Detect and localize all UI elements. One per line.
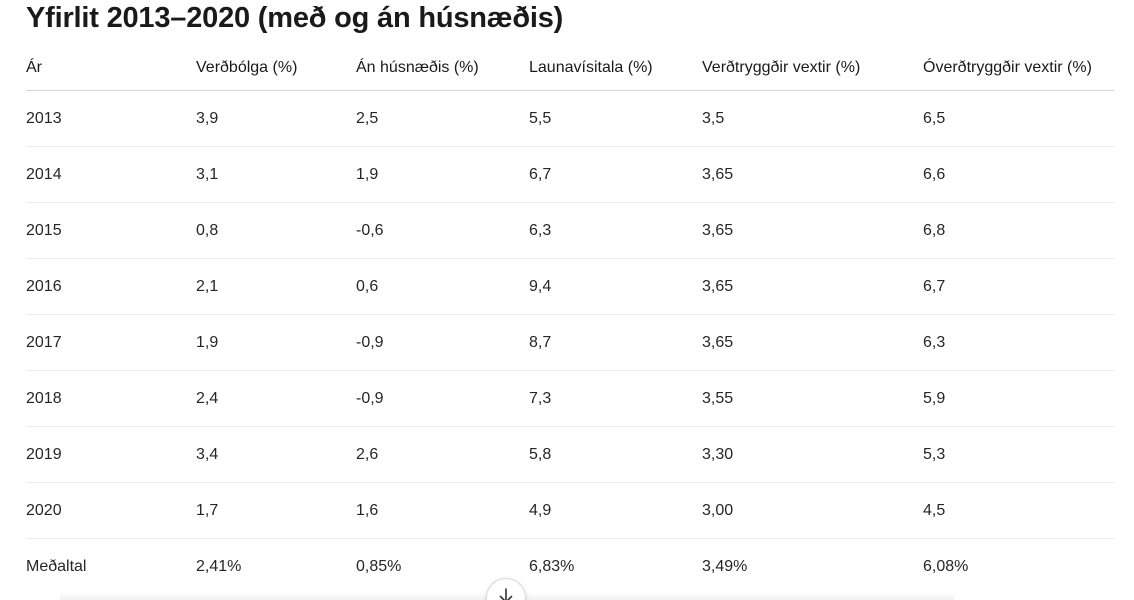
table-row: 2015 0,8 -0,6 6,3 3,65 6,8 bbox=[26, 202, 1114, 259]
table-cell: 6,3 bbox=[923, 314, 1114, 371]
table-cell: 1,7 bbox=[196, 482, 356, 539]
table-row-average: Meðaltal 2,41% 0,85% 6,83% 3,49% 6,08% bbox=[26, 539, 1114, 595]
table-cell: 6,7 bbox=[923, 258, 1114, 315]
table-cell: 2016 bbox=[26, 258, 196, 315]
table-cell: 3,4 bbox=[196, 426, 356, 483]
table-cell: 6,8 bbox=[923, 202, 1114, 259]
column-header-without-housing: Án húsnæðis (%) bbox=[356, 46, 529, 91]
table-cell: 3,65 bbox=[702, 258, 923, 315]
table-cell: 3,65 bbox=[702, 202, 923, 259]
table-cell: 3,49% bbox=[702, 557, 748, 575]
table-cell: 7,3 bbox=[529, 370, 702, 427]
column-header-wage-index: Launavísitala (%) bbox=[529, 46, 702, 91]
table-cell: 3,00 bbox=[702, 482, 923, 539]
table-cell: 2017 bbox=[26, 314, 196, 371]
table-cell: 2,1 bbox=[196, 258, 356, 315]
table-cell: 6,6 bbox=[923, 146, 1114, 203]
table-cell: 1,9 bbox=[196, 314, 356, 371]
table-header-row: Ár Verðbólga (%) Án húsnæðis (%) Launaví… bbox=[26, 46, 1114, 91]
table-cell: -0,6 bbox=[356, 202, 529, 259]
table-cell: 3,1 bbox=[196, 146, 356, 203]
table-row: 2017 1,9 -0,9 8,7 3,65 6,3 bbox=[26, 314, 1114, 371]
table-cell: 2015 bbox=[26, 202, 196, 259]
page-title: Yfirlit 2013–2020 (með og án húsnæðis) bbox=[26, 2, 564, 34]
table-row: 2016 2,1 0,6 9,4 3,65 6,7 bbox=[26, 258, 1114, 315]
table-cell: 6,08% bbox=[923, 557, 969, 575]
table-cell: 6,5 bbox=[923, 90, 1114, 147]
column-header-year: Ár bbox=[26, 46, 196, 91]
table-cell: 3,65 bbox=[702, 314, 923, 371]
table-cell: 1,6 bbox=[356, 482, 529, 539]
table-cell: 0,85% bbox=[356, 557, 402, 575]
table-cell: 6,3 bbox=[529, 202, 702, 259]
table-cell: 2,6 bbox=[356, 426, 529, 483]
table-cell: 3,9 bbox=[196, 90, 356, 147]
table-cell: 2,41% bbox=[196, 557, 242, 575]
table-cell: -0,9 bbox=[356, 314, 529, 371]
table-row: 2020 1,7 1,6 4,9 3,00 4,5 bbox=[26, 482, 1114, 539]
table-cell: 2013 bbox=[26, 90, 196, 147]
table-cell: 6,83% bbox=[529, 557, 575, 575]
table-cell: 3,55 bbox=[702, 370, 923, 427]
table-row: 2018 2,4 -0,9 7,3 3,55 5,9 bbox=[26, 370, 1114, 427]
table-cell: 1,9 bbox=[356, 146, 529, 203]
column-header-indexed-rates: Verðtryggðir vextir (%) bbox=[702, 46, 923, 91]
table-cell: 3,30 bbox=[702, 426, 923, 483]
summary-table: Ár Verðbólga (%) Án húsnæðis (%) Launaví… bbox=[26, 46, 1114, 594]
table-cell: 5,9 bbox=[923, 370, 1114, 427]
table-cell: 5,3 bbox=[923, 426, 1114, 483]
table-cell: 2014 bbox=[26, 146, 196, 203]
table-cell: 0,8 bbox=[196, 202, 356, 259]
table-cell: Meðaltal bbox=[26, 557, 87, 575]
column-header-inflation: Verðbólga (%) bbox=[196, 46, 356, 91]
column-header-nonindexed-rates: Óverðtryggðir vextir (%) bbox=[923, 46, 1114, 91]
table-cell: 5,8 bbox=[529, 426, 702, 483]
table-cell: 8,7 bbox=[529, 314, 702, 371]
table-cell: 2018 bbox=[26, 370, 196, 427]
table-row: 2013 3,9 2,5 5,5 3,5 6,5 bbox=[26, 90, 1114, 147]
table-cell: 2,4 bbox=[196, 370, 356, 427]
table-cell: -0,9 bbox=[356, 370, 529, 427]
table-cell: 2019 bbox=[26, 426, 196, 483]
table-cell: 9,4 bbox=[529, 258, 702, 315]
table-cell: 4,9 bbox=[529, 482, 702, 539]
table-cell: 2,5 bbox=[356, 90, 529, 147]
table-cell: 0,6 bbox=[356, 258, 529, 315]
table-cell: 3,65 bbox=[702, 146, 923, 203]
arrow-down-icon bbox=[499, 588, 513, 600]
table-row: 2019 3,4 2,6 5,8 3,30 5,3 bbox=[26, 426, 1114, 483]
table-cell: 2020 bbox=[26, 482, 196, 539]
table-cell: 6,7 bbox=[529, 146, 702, 203]
table-row: 2014 3,1 1,9 6,7 3,65 6,6 bbox=[26, 146, 1114, 203]
table-cell: 3,5 bbox=[702, 90, 923, 147]
table-cell: 5,5 bbox=[529, 90, 702, 147]
table-cell: 4,5 bbox=[923, 482, 1114, 539]
